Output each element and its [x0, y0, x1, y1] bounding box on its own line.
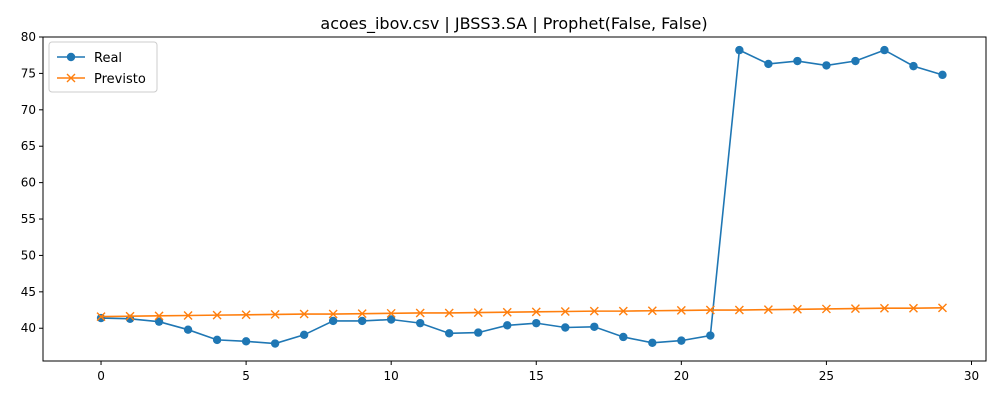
data-point-real [474, 328, 483, 337]
series-previsto [96, 303, 947, 322]
y-tick-label: 50 [21, 248, 36, 262]
legend-item-previsto: Previsto [57, 72, 146, 87]
legend-marker-real [66, 52, 76, 62]
data-point-previsto [386, 308, 396, 318]
data-point-real [793, 56, 802, 66]
data-point-previsto [241, 310, 251, 320]
data-point-real [735, 45, 744, 55]
data-point-previsto [618, 306, 628, 316]
data-point-real [96, 313, 106, 323]
data-point-real [706, 331, 715, 340]
data-point-real [328, 316, 338, 326]
data-point-previsto [183, 310, 193, 320]
data-point-real [445, 329, 454, 338]
x-tick-label: 5 [242, 369, 250, 383]
series-line-previsto [101, 307, 943, 318]
data-point-previsto [879, 303, 889, 313]
data-point-previsto [473, 308, 483, 318]
data-point-real [386, 315, 396, 324]
data-point-real [270, 339, 280, 348]
data-point-real [357, 316, 367, 326]
data-point-previsto [937, 303, 947, 313]
data-point-real [938, 70, 947, 80]
data-point-real [619, 332, 628, 342]
y-tick-label: 40 [21, 321, 36, 335]
data-point-real [590, 322, 599, 331]
data-point-real [503, 321, 512, 330]
legend-item-real: Real [57, 51, 122, 66]
y-axis: 40 45 50 55 60 65 70 75 80 [21, 30, 43, 335]
data-point-previsto [299, 309, 309, 319]
data-point-previsto [734, 305, 744, 315]
data-point-real [677, 336, 686, 345]
chart-title: acoes_ibov.csv | JBSS3.SA | Prophet(Fals… [320, 14, 707, 34]
data-point-real [241, 337, 251, 346]
data-point-previsto [821, 304, 831, 314]
y-tick-label: 55 [21, 212, 36, 226]
data-point-previsto [270, 309, 280, 319]
data-point-real [299, 330, 309, 339]
data-point-real [851, 56, 860, 66]
y-tick-label: 70 [21, 103, 36, 117]
data-point-real [764, 59, 773, 69]
data-point-previsto [647, 306, 657, 316]
data-point-real [880, 45, 889, 55]
y-tick-label: 45 [21, 285, 36, 299]
y-tick-label: 60 [21, 176, 36, 190]
legend-marker-previsto [66, 73, 76, 83]
data-point-previsto [444, 308, 454, 318]
y-tick-label: 80 [21, 30, 36, 44]
data-point-previsto [154, 311, 164, 321]
data-point-previsto [908, 303, 918, 313]
data-point-previsto [850, 304, 860, 314]
data-point-previsto [792, 304, 802, 314]
data-point-previsto [328, 309, 338, 319]
x-tick-label: 30 [964, 369, 979, 383]
data-point-previsto [560, 306, 570, 316]
data-point-previsto [357, 309, 367, 319]
series-layer [96, 45, 947, 348]
data-point-previsto [502, 307, 512, 317]
data-point-previsto [125, 311, 135, 321]
x-tick-label: 0 [97, 369, 105, 383]
y-tick-label: 65 [21, 139, 36, 153]
legend-label-real: Real [94, 51, 122, 66]
data-point-previsto [96, 312, 106, 322]
series-line-real [101, 48, 943, 345]
legend: Real Previsto [48, 41, 158, 93]
legend-box [48, 41, 158, 93]
x-tick-label: 20 [674, 369, 689, 383]
data-point-real [561, 323, 570, 332]
series-real [96, 45, 947, 348]
data-point-real [183, 325, 193, 334]
data-point-real [909, 61, 918, 71]
x-tick-label: 25 [819, 369, 834, 383]
data-point-previsto [212, 310, 222, 320]
data-point-previsto [415, 308, 425, 318]
x-axis: 0 5 10 15 20 25 30 [97, 361, 979, 383]
x-tick-label: 15 [529, 369, 544, 383]
data-point-previsto [705, 305, 715, 315]
data-point-previsto [589, 306, 599, 316]
data-point-real [532, 318, 541, 328]
legend-label-previsto: Previsto [94, 72, 146, 87]
data-point-real [154, 317, 164, 326]
x-tick-label: 10 [384, 369, 399, 383]
data-point-real [416, 318, 425, 328]
data-point-real [822, 61, 831, 70]
y-tick-label: 75 [21, 66, 36, 80]
data-point-previsto [531, 307, 541, 317]
data-point-real [648, 338, 657, 347]
data-point-real [212, 335, 222, 345]
data-point-previsto [676, 305, 686, 315]
data-point-previsto [763, 305, 773, 315]
